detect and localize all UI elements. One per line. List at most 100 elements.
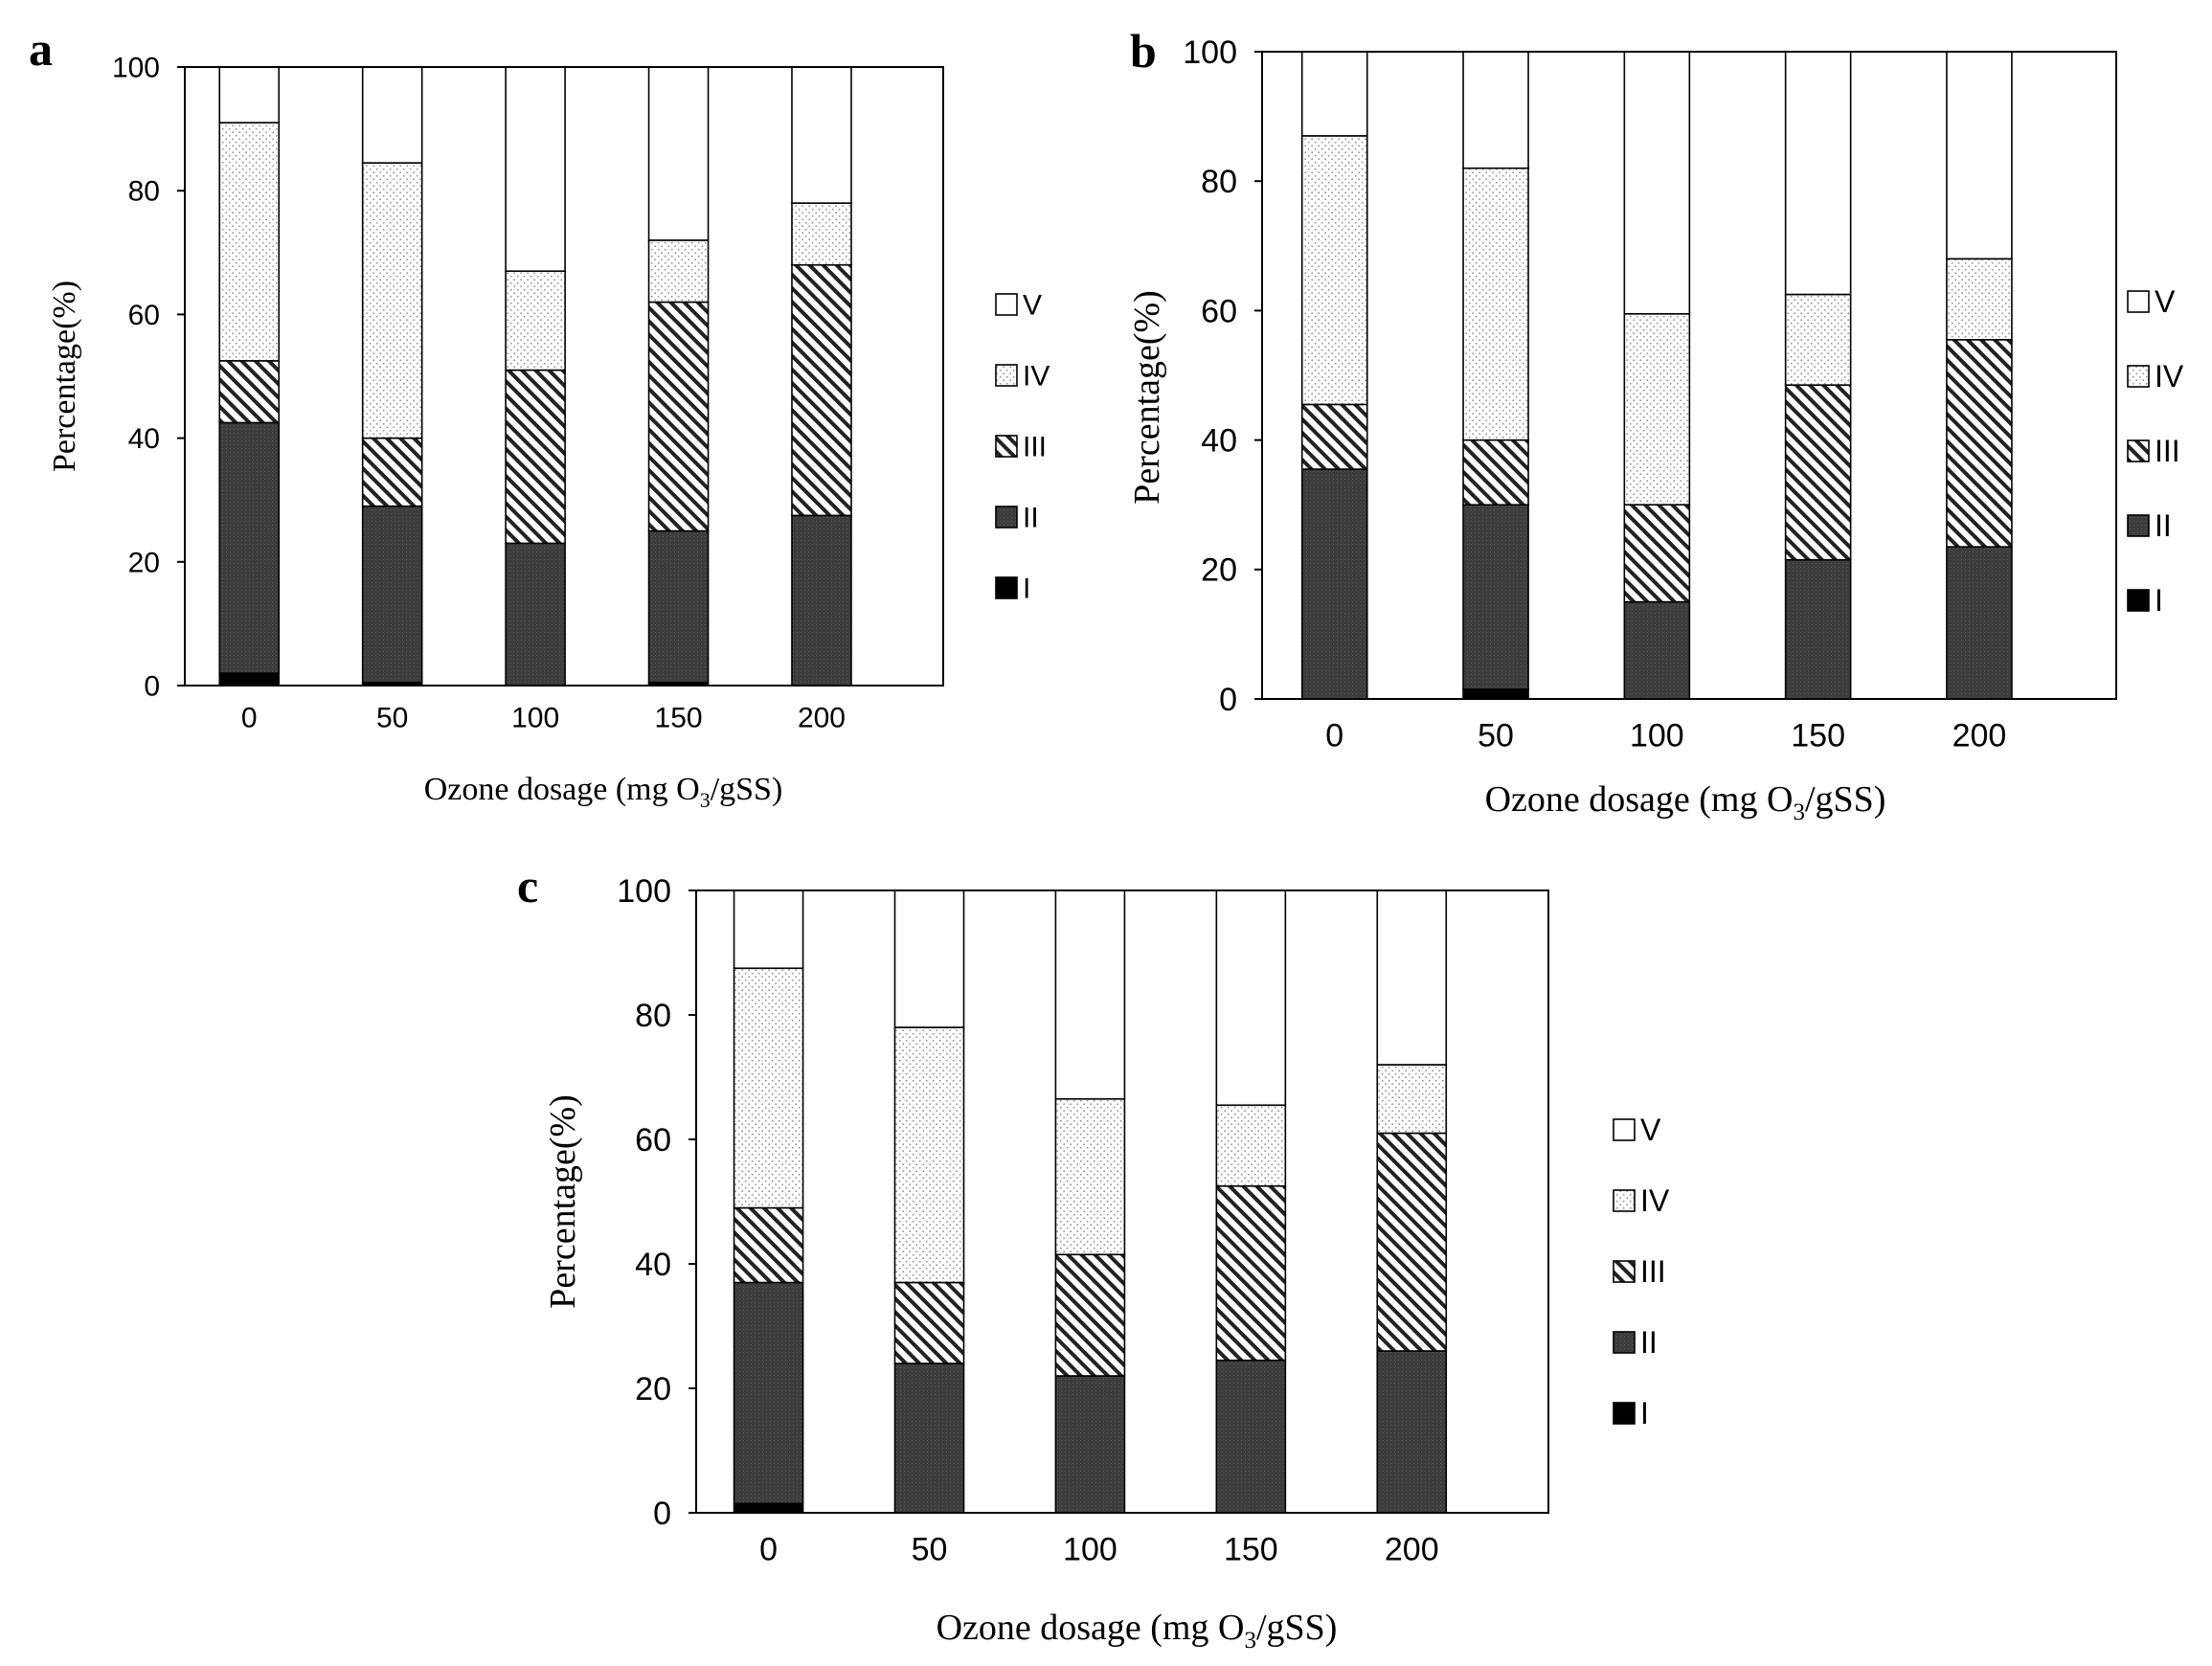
panel-c-bar-segment-iii-150 — [1215, 1184, 1287, 1362]
panel-b-y-tick-label: 40 — [1201, 423, 1237, 460]
panel-a-legend-swatch-i — [995, 576, 1018, 599]
panel-c-legend-label-i: I — [1640, 1396, 1649, 1430]
panel-a-legend-label-iv: IV — [1023, 361, 1050, 393]
panel-a-bar-segment-ii-100 — [505, 542, 566, 687]
panel-c-legend-swatch-iv — [1613, 1189, 1636, 1212]
panel-a-bar-segment-iv-150 — [647, 239, 710, 304]
panel-c: c 0 20 40 60 80 100 0 50 100 150 200 Percentage(%… — [517, 859, 1670, 1654]
panel-a-legend-swatch-iii — [995, 435, 1018, 458]
panel-b-x-tick-label: 100 — [1630, 717, 1684, 754]
panel-b-x-tick-label: 200 — [1952, 717, 2007, 754]
panel-a-legend-label-v: V — [1023, 290, 1042, 322]
panel-b-legend-label-iii: III — [2155, 434, 2180, 468]
panel-a-bar-segment-ii-150 — [647, 529, 710, 684]
panel-b-y-tick-label: 20 — [1201, 552, 1237, 589]
panel-b-y-tick-label: 80 — [1201, 164, 1237, 200]
panel-b-y-tick-label: 100 — [1183, 34, 1237, 71]
panel-c-x-tick-label: 50 — [912, 1531, 948, 1567]
panel-b-bar-segment-iv-150 — [1784, 293, 1852, 386]
panel-a-bar-segment-iv-200 — [791, 202, 852, 266]
panel-c-y-tick-label: 60 — [635, 1122, 671, 1159]
panel-b-bar-segment-iv-50 — [1462, 167, 1529, 441]
panel-letter-b: b — [1130, 24, 1157, 78]
panel-b-legend-swatch-iv — [2127, 365, 2150, 388]
panel-a-bar-segment-ii-200 — [791, 514, 852, 687]
panel-a-bar-segment-iv-50 — [361, 162, 423, 439]
panel-b-bar-segment-v-150 — [1784, 51, 1852, 296]
panel-a-bar-segment-iv-0 — [218, 122, 281, 362]
panel-c-x-tick-label: 100 — [1063, 1531, 1117, 1567]
panel-c-y-tick-label: 40 — [635, 1247, 671, 1283]
panel-a-y-tick-label: 40 — [128, 423, 160, 455]
panel-b-x-axis-label: Ozone dosage (mg O3/gSS) — [1485, 779, 1886, 825]
panel-b-bar-segment-iii-100 — [1623, 504, 1691, 603]
panel-a-bar-segment-iv-100 — [505, 270, 566, 371]
panel-b-bar-segment-i-50 — [1462, 688, 1529, 700]
panel-b-legend-label-i: I — [2155, 583, 2163, 618]
panel-c-legend-swatch-v — [1613, 1118, 1636, 1141]
panel-c-x-tick-label: 0 — [759, 1531, 778, 1567]
panel-c-legend-label-v: V — [1640, 1113, 1661, 1147]
panel-b-legend-swatch-iii — [2127, 439, 2150, 462]
panel-b-legend-label-v: V — [2155, 284, 2176, 319]
panel-c-bar-segment-v-0 — [733, 889, 804, 970]
panel-c-bar-segment-ii-0 — [733, 1281, 804, 1505]
panel-c-bar-segment-v-200 — [1376, 889, 1448, 1066]
panel-c-bar-segment-ii-200 — [1376, 1350, 1448, 1514]
panel-b-bar-segment-iii-150 — [1784, 384, 1852, 561]
panel-c-y-tick-label: 100 — [617, 873, 671, 910]
panel-b-bars — [1300, 51, 2013, 700]
panel-b-y-axis-label: Percentage(%) — [1127, 290, 1167, 505]
panel-a-legend-label-ii: II — [1023, 503, 1039, 534]
panel-a-x-tick-label: 0 — [241, 703, 258, 734]
panel-b-bar-segment-iv-100 — [1623, 312, 1691, 506]
panel-a: a 0 20 40 60 80 100 0 50 100 150 200 Percentage(%… — [29, 22, 1050, 812]
panel-b: b 0 20 40 60 80 100 0 50 100 150 200 Percentage(%… — [1127, 24, 2184, 825]
panel-a-bar-segment-v-0 — [218, 66, 281, 124]
panel-a-y-tick-label: 60 — [128, 300, 160, 331]
panel-b-legend-swatch-v — [2127, 290, 2150, 313]
panel-a-y-tick-label: 80 — [128, 176, 160, 208]
panel-a-x-tick-label: 100 — [511, 703, 559, 734]
panel-b-x-ticks: 0 50 100 150 200 — [1325, 717, 2006, 754]
panel-a-bar-segment-iii-200 — [791, 263, 852, 517]
panel-c-bar-segment-iv-100 — [1054, 1097, 1126, 1256]
panel-c-bar-segment-v-150 — [1215, 889, 1287, 1107]
panel-c-bar-segment-ii-50 — [893, 1362, 965, 1514]
panel-c-y-tick-label: 80 — [635, 998, 671, 1034]
panel-c-bar-segment-iii-0 — [733, 1206, 804, 1284]
panel-b-bar-segment-v-100 — [1623, 51, 1691, 315]
panel-c-y-tick-label: 0 — [653, 1496, 671, 1532]
panel-c-bar-segment-iv-0 — [733, 967, 804, 1209]
panel-a-y-axis-label: Percentage(%) — [47, 281, 82, 472]
panel-c-bar-segment-iii-50 — [893, 1281, 965, 1364]
panel-a-legend-swatch-v — [995, 293, 1018, 316]
panel-c-x-tick-label: 200 — [1385, 1531, 1439, 1567]
panel-a-plot-frame — [184, 66, 944, 687]
panel-a-bar-segment-ii-0 — [218, 421, 281, 674]
panel-a-bar-segment-iii-50 — [361, 437, 423, 507]
panel-a-y-ticks: 0 20 40 60 80 100 — [112, 53, 185, 703]
panel-b-bar-segment-ii-50 — [1462, 504, 1529, 690]
panel-b-bar-segment-iv-0 — [1300, 135, 1368, 406]
panel-c-legend-swatch-iii — [1613, 1260, 1636, 1283]
panel-a-bar-segment-v-50 — [361, 66, 423, 164]
panel-a-x-tick-label: 50 — [376, 703, 408, 734]
panel-a-bar-segment-ii-50 — [361, 505, 423, 684]
panel-c-bar-segment-iv-150 — [1215, 1104, 1287, 1187]
panel-b-legend-swatch-i — [2127, 589, 2150, 612]
panel-c-bar-segment-iii-200 — [1376, 1132, 1448, 1352]
panel-b-legend-label-ii: II — [2155, 508, 2172, 543]
panel-a-bar-segment-v-150 — [647, 66, 710, 241]
panel-c-y-axis-label: Percentage(%) — [543, 1094, 583, 1309]
panel-b-y-ticks: 0 20 40 60 80 100 — [1183, 34, 1262, 718]
panel-c-bar-segment-v-100 — [1054, 889, 1126, 1100]
panel-a-x-tick-label: 150 — [655, 703, 703, 734]
panel-c-bar-segment-iv-200 — [1376, 1064, 1448, 1135]
panel-c-legend-swatch-ii — [1613, 1331, 1636, 1354]
panel-c-plot-frame — [695, 889, 1549, 1514]
panel-b-x-tick-label: 0 — [1325, 717, 1343, 754]
panel-c-bar-segment-i-0 — [733, 1502, 804, 1514]
panel-c-bars — [733, 889, 1448, 1514]
